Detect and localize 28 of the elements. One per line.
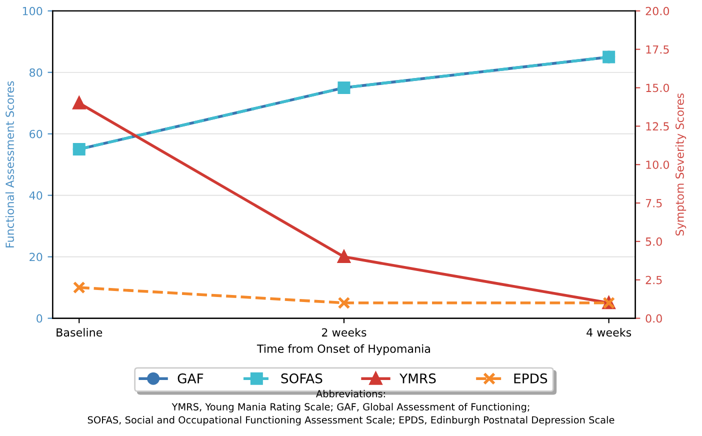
y-tick-label: 40 [29,191,42,200]
x-tick-label: Baseline [56,328,102,337]
legend-label: GAF [178,373,204,384]
legend-label: SOFAS [281,373,322,384]
x-tick-label: 2 weeks [322,328,366,337]
y2-tick-label: 5.0 [646,237,662,246]
text: Abbreviations: [316,390,385,398]
y-tick-label: 100 [22,6,42,16]
y2-tick-label: 12.5 [646,122,669,131]
y-axis-title: Functional Assessment Scores [5,81,14,248]
y2-tick-label: 20.0 [646,6,670,16]
legend-label: YMRS [399,373,436,384]
y2-axis-title: Symptom Severity Scores [675,93,686,236]
y-tick-label: 0 [36,314,42,323]
y2-tick-label: 17.5 [646,45,669,54]
text: SOFAS, Social and Occupational Functioning Assessment Scale; EPDS, Edinburgh Postnatal Depression Scale [88,416,614,426]
y-tick-label: 20 [30,252,42,262]
y2-tick-label: 0.0 [646,314,662,323]
y-tick-label: 80 [30,68,42,77]
x-axis-title: Time from Onset of Hypomania [256,344,430,356]
legend-label: EPDS [514,373,548,384]
text: YMRS, Young Mania Rating Scale; GAF, Global Assessment of Functioning; [172,402,530,412]
x-tick-label: 4 weeks [586,328,632,337]
y2-tick-label: 2.5 [646,276,662,284]
y2-tick-label: 10.0 [646,160,670,169]
y-tick-label: 60 [30,130,42,138]
y2-tick-label: 15.0 [646,84,670,92]
y2-tick-label: 7.5 [646,199,662,208]
